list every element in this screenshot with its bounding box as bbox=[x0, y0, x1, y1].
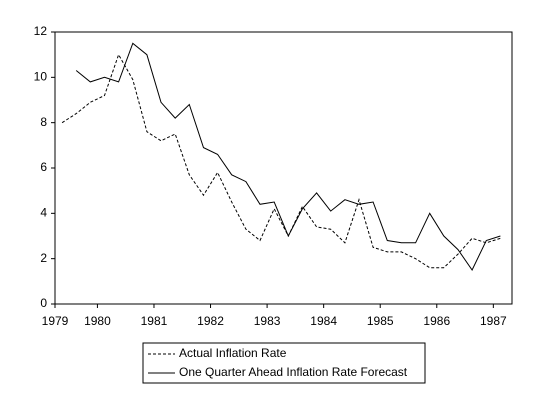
x-tick-label: 1983 bbox=[254, 314, 281, 328]
x-tick-label: 1984 bbox=[310, 314, 337, 328]
y-tick-label: 0 bbox=[40, 296, 47, 310]
x-tick-label: 1982 bbox=[197, 314, 224, 328]
x-tick-label: 1986 bbox=[423, 314, 450, 328]
x-tick-label: 1987 bbox=[480, 314, 507, 328]
y-tick-label: 4 bbox=[40, 206, 47, 220]
legend-label: One Quarter Ahead Inflation Rate Forecas… bbox=[179, 365, 408, 379]
y-tick-label: 12 bbox=[34, 24, 48, 38]
x-tick-label: 1985 bbox=[367, 314, 394, 328]
x-tick-label: 1981 bbox=[141, 314, 168, 328]
legend-box bbox=[142, 342, 426, 384]
plot-frame bbox=[54, 31, 513, 305]
series-line bbox=[61, 53, 501, 269]
y-tick-label: 10 bbox=[34, 70, 48, 84]
series-line bbox=[75, 42, 501, 271]
legend-label: Actual Inflation Rate bbox=[179, 346, 287, 360]
x-tick-label: 1980 bbox=[84, 314, 111, 328]
x-tick-label: 1979 bbox=[42, 314, 69, 328]
y-tick-label: 8 bbox=[40, 115, 47, 129]
y-tick-label: 2 bbox=[40, 251, 47, 265]
y-tick-label: 6 bbox=[40, 160, 47, 174]
